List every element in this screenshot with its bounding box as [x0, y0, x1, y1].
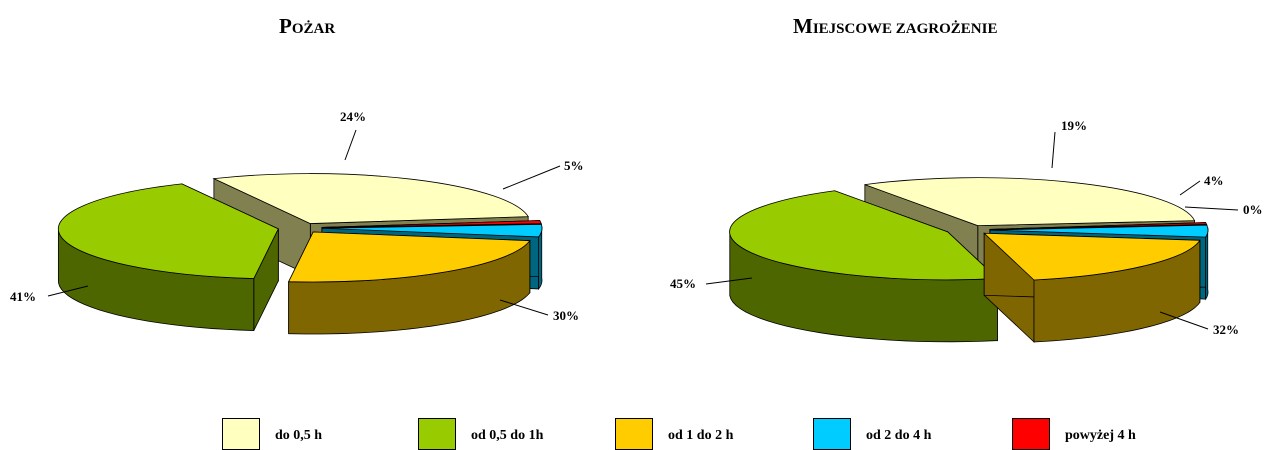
data-label: 5% — [564, 158, 584, 173]
chart-title-pozar: POŻAR — [279, 14, 336, 38]
legend-label: od 0,5 do 1h — [471, 428, 544, 443]
data-label: 24% — [340, 109, 366, 124]
data-label: 30% — [553, 308, 579, 323]
data-label: 41% — [10, 289, 36, 304]
data-label: 19% — [1061, 118, 1087, 133]
pie-chart-0: 30% 41% 24% 5% — [10, 109, 584, 335]
legend-label: od 1 do 2 h — [668, 428, 734, 443]
pie-slice-od-0-5-do-1h — [729, 190, 999, 343]
pie-charts: 30% 41% 24% 5% 32% 45% 19% 4% 0% — [10, 109, 1263, 343]
pie-slice-od-1-do-2-h — [983, 232, 1201, 343]
data-label: 32% — [1213, 322, 1239, 337]
pie-chart-1: 32% 45% 19% 4% 0% — [670, 118, 1263, 343]
pie-slice-od-0-5-do-1h — [57, 183, 279, 331]
legend-label: powyżej 4 h — [1065, 428, 1136, 443]
leader-line — [1051, 131, 1056, 169]
leader-line — [47, 285, 89, 297]
data-label: 0% — [1243, 202, 1263, 217]
leader-line — [1179, 180, 1201, 196]
leader-line — [1184, 206, 1239, 211]
legend-swatch — [615, 418, 653, 450]
legend-label: do 0,5 h — [275, 428, 323, 443]
legend-item-powyzej-4h: powyżej 4 h — [1012, 418, 1136, 450]
legend-item-od-0-5-do-1h: od 0,5 do 1h — [418, 418, 543, 450]
leader-line — [344, 129, 357, 161]
legend-swatch — [813, 418, 851, 450]
data-label: 4% — [1204, 173, 1224, 188]
data-label: 45% — [670, 276, 696, 291]
legend-swatch — [222, 418, 260, 450]
chart-title-miejscowe-zagrozenie: MIEJSCOWE ZAGROŻENIE — [793, 14, 998, 38]
legend-item-do-0-5h: do 0,5 h — [222, 418, 322, 450]
legend-label: od 2 do 4 h — [866, 428, 932, 443]
leader-line — [705, 277, 753, 285]
legend: do 0,5 h od 0,5 do 1h od 1 do 2 h od 2 d… — [0, 418, 1269, 450]
legend-swatch — [1012, 418, 1050, 450]
pie-slice-od-1-do-2-h — [288, 231, 531, 335]
leader-line — [1159, 311, 1209, 330]
legend-item-od-1-do-2h: od 1 do 2 h — [615, 418, 733, 450]
legend-item-od-2-do-4h: od 2 do 4 h — [813, 418, 931, 450]
leader-line — [499, 299, 549, 316]
leader-line — [502, 165, 561, 190]
legend-swatch — [418, 418, 456, 450]
